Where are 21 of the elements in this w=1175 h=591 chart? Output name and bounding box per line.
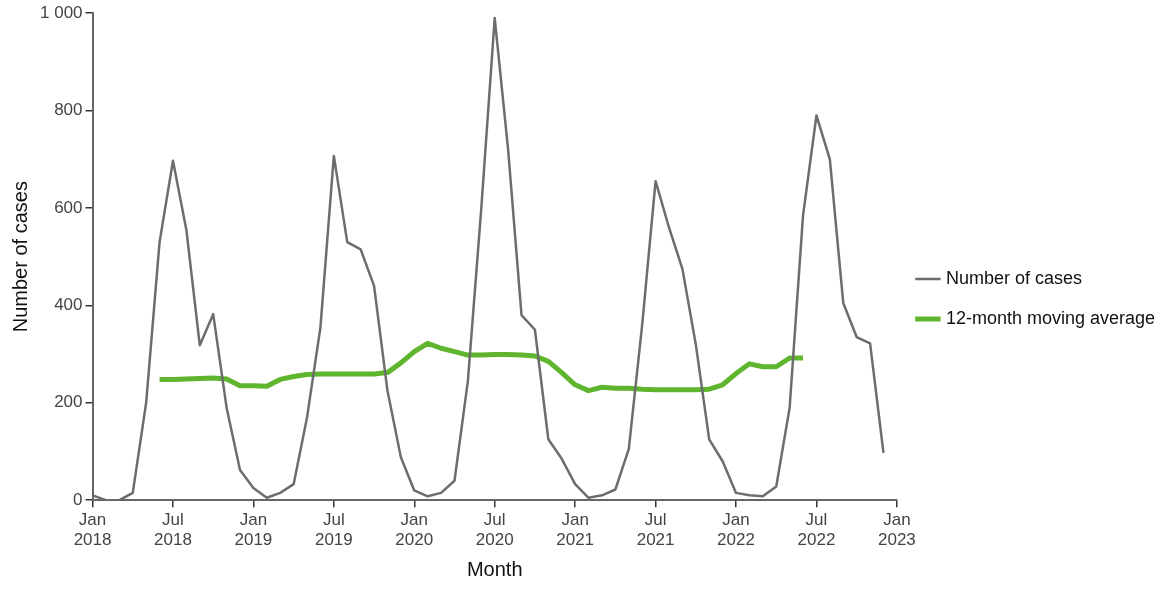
x-axis-title: Month <box>466 557 523 580</box>
y-tick-label: 1 000 <box>39 2 83 22</box>
x-tick-label: Jan 2021 <box>556 510 595 550</box>
x-tick-label: Jan 2020 <box>395 510 434 550</box>
x-tick-label: Jan 2023 <box>877 510 916 550</box>
y-tick-label: 0 <box>73 489 83 509</box>
x-tick-label: Jan 2022 <box>717 510 755 550</box>
x-tick-label: Jan 2018 <box>73 510 112 550</box>
x-tick-label: Jul 2020 <box>475 510 514 550</box>
legend-label: 12-month moving average <box>945 307 1156 328</box>
y-tick-label: 400 <box>54 295 83 315</box>
y-tick-label: 600 <box>54 197 83 217</box>
y-tick-label: 800 <box>54 100 83 120</box>
y-axis-title: Number of cases <box>8 181 31 333</box>
x-tick-label: Jul 2022 <box>797 510 836 550</box>
x-tick-label: Jul 2018 <box>154 510 192 550</box>
x-tick-label: Jul 2021 <box>636 510 675 550</box>
legend-label: Number of cases <box>945 267 1082 288</box>
y-tick-label: 200 <box>54 392 83 412</box>
x-tick-label: Jul 2019 <box>314 510 353 550</box>
x-tick-label: Jan 2019 <box>234 510 273 550</box>
